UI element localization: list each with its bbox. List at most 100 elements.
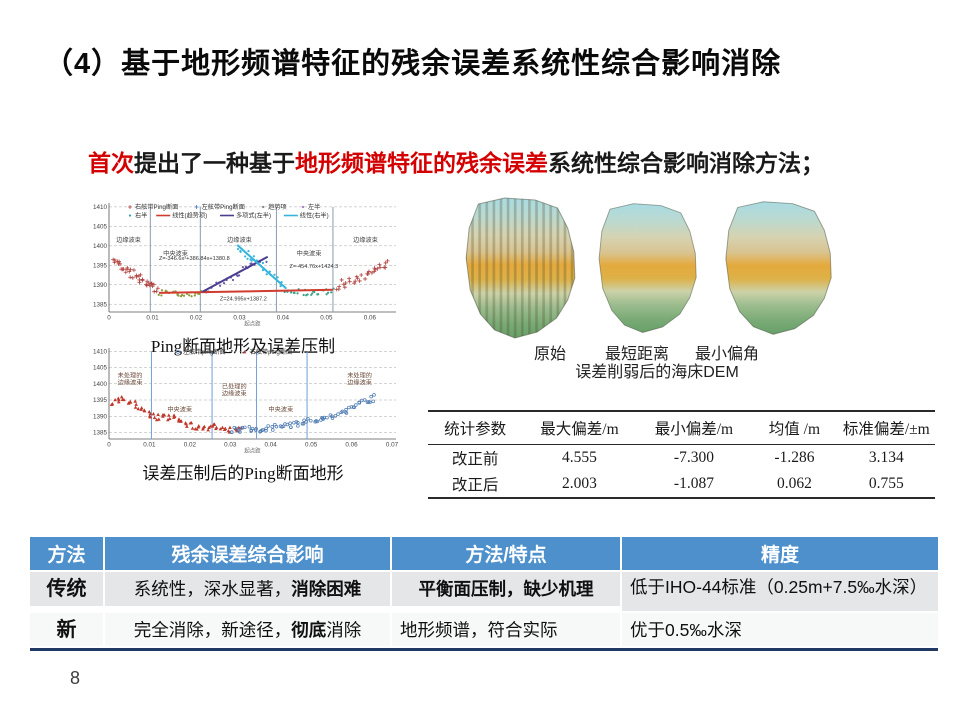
cmp-row-label: 传统 <box>30 572 103 606</box>
svg-text:1405: 1405 <box>93 365 108 372</box>
svg-text:0.05: 0.05 <box>305 442 318 449</box>
cmp-cell: 优于0.5‰水深 <box>622 613 938 646</box>
cmp-cell: 平衡面压制，缺少机理 <box>392 572 620 606</box>
svg-text:1410: 1410 <box>93 348 108 355</box>
svg-text:0.06: 0.06 <box>345 442 358 449</box>
dem-caption: 误差削弱后的海床DEM <box>575 364 739 381</box>
svg-text:中央波束: 中央波束 <box>297 250 322 258</box>
stats-cell: 0.755 <box>868 475 904 492</box>
svg-text:1390: 1390 <box>93 413 108 420</box>
intro-segment: 提出了一种基于 <box>134 150 295 176</box>
svg-text:Z=-454.76x+1424.3: Z=-454.76x+1424.3 <box>289 264 338 270</box>
svg-text:中央波束: 中央波束 <box>167 405 192 413</box>
stats-cell: -1.286 <box>774 449 815 466</box>
svg-text:趋势项: 趋势项 <box>268 203 287 211</box>
svg-text:0.01: 0.01 <box>146 315 159 322</box>
svg-text:中央波束: 中央波束 <box>268 405 293 413</box>
stats-cell: 改正前 <box>451 451 499 468</box>
svg-text:0.02: 0.02 <box>184 442 197 449</box>
stats-cell: -1.087 <box>673 475 714 492</box>
svg-text:边缘波束: 边缘波束 <box>353 236 378 244</box>
dem-label-shortest-distance: 最短距离 <box>604 346 670 363</box>
svg-text:0.04: 0.04 <box>265 442 278 449</box>
cmp-cell-segment: 完全消除，新途径， <box>133 619 292 640</box>
svg-text:0.05: 0.05 <box>320 315 333 322</box>
dem-terrain-graphic <box>465 197 576 339</box>
dem-panel: 原始 最短距离 最小偏角 误差削弱后的海床DEM <box>450 192 950 382</box>
dem-image-shortest-distance <box>590 200 708 343</box>
chart-ping-profile-after: 1385 1390 1395 1400 1405 1410 0 0.01 0.02 0.03 0.0… <box>85 345 401 484</box>
svg-text:未处理的边缘波束: 未处理的边缘波束 <box>347 371 372 386</box>
stats-header-cell: 均值 /m <box>768 421 821 438</box>
scatter-chart-2: 1385 1390 1395 1400 1405 1410 0 0.01 0.02 0.03 0.0… <box>85 345 401 458</box>
dem-terrain-graphic <box>725 201 832 335</box>
page-title: （4）基于地形频谱特征的残余误差系统性综合影响消除 <box>44 48 782 80</box>
svg-text:左半: 左半 <box>308 203 320 211</box>
dem-image-original <box>456 194 588 349</box>
svg-text:1410: 1410 <box>93 204 108 211</box>
svg-text:线性(趋势项): 线性(趋势项) <box>172 212 207 220</box>
svg-text:1395: 1395 <box>93 397 108 404</box>
stats-table-wrap: 统计参数 最大偏差/m 最小偏差/m 均值 /m 标准偏差/±m 改正前 4.555 -7.3… <box>428 410 935 499</box>
dem-terrain-graphic <box>598 203 697 333</box>
stats-header-cell: 最大偏差/m <box>540 421 619 438</box>
comparison-table: 方法 残余误差综合影响 方法/特点 精度 传统 系统性，深水显著， 消除困难 平衡面压制，缺少… <box>30 537 938 651</box>
chart-ping-profile-suppression: 1385 1390 1395 1400 1405 1410 0 0.01 0.02 0.03 0.0… <box>85 200 401 357</box>
cmp-header-cell: 方法 <box>30 537 103 570</box>
svg-text:边缘波束: 边缘波束 <box>116 236 141 244</box>
cmp-cell-segment: 地形频谱，符合实际 <box>400 619 558 640</box>
svg-text:起点距: 起点距 <box>244 321 261 327</box>
cmp-header-cell: 残余误差综合影响 <box>105 537 390 570</box>
stats-cell: 3.134 <box>868 449 904 466</box>
svg-text:0: 0 <box>107 315 111 322</box>
svg-text:左舷带Ping断面: 左舷带Ping断面 <box>202 203 245 211</box>
cmp-row-label: 新 <box>30 613 103 646</box>
intro-segment: 系统性综合影响消除方法； <box>548 150 824 176</box>
svg-text:1400: 1400 <box>93 243 108 250</box>
svg-text:右舷带ping断面: 右舷带ping断面 <box>250 348 293 356</box>
svg-text:1390: 1390 <box>93 282 108 289</box>
svg-text:Z=24.995x+1387.2: Z=24.995x+1387.2 <box>220 296 267 302</box>
stats-row: 改正后 2.003 -1.087 0.062 0.755 <box>428 471 935 498</box>
stats-cell: 0.062 <box>776 475 812 492</box>
svg-text:左舷带ping断面: 左舷带ping断面 <box>183 348 226 356</box>
intro-sentence: 首次提出了一种基于地形频谱特征的残余误差系统性综合影响消除方法； <box>88 144 824 178</box>
svg-text:多项式(左半): 多项式(左半) <box>236 212 271 220</box>
cmp-cell-segment: 系统性，深水显著， <box>133 579 292 599</box>
svg-text:右半: 右半 <box>135 212 147 220</box>
svg-text:0.06: 0.06 <box>364 315 377 322</box>
stats-cell: 4.555 <box>562 449 597 466</box>
svg-text:0.07: 0.07 <box>386 442 399 449</box>
cmp-cell: 系统性，深水显著， 消除困难 <box>105 572 390 606</box>
svg-text:0: 0 <box>107 442 111 449</box>
stats-cell: -7.300 <box>673 449 714 466</box>
svg-text:线性(右半): 线性(右半) <box>300 212 329 220</box>
svg-text:边缘波束: 边缘波束 <box>227 236 252 244</box>
cmp-cell: 完全消除，新途径， 彻底 消除 <box>105 613 390 646</box>
svg-text:右舷带Ping断面: 右舷带Ping断面 <box>135 203 178 211</box>
cmp-cell: 低于IHO-44标准（0.25m+7.5‰水深） <box>622 572 938 611</box>
chart-svg: 1385 1390 1395 1400 1405 1410 0 0.01 0.02 0.03 0.0… <box>93 348 399 455</box>
dem-image-min-deflection <box>716 198 844 345</box>
cmp-header-cell: 精度 <box>622 537 938 570</box>
svg-text:1400: 1400 <box>93 381 108 388</box>
intro-segment: 首次 <box>88 150 134 176</box>
cmp-cell-segment: 优于0.5‰水深 <box>630 619 742 640</box>
cmp-cell: 地形频谱，符合实际 <box>392 613 620 646</box>
dem-label-min-deflection: 最小偏角 <box>694 346 760 363</box>
cmp-cell-segment: 低于IHO-44标准（0.25m+7.5‰水深） <box>630 577 928 597</box>
svg-text:0.03: 0.03 <box>233 315 246 322</box>
chart2-caption: 误差压制后的Ping断面地形 <box>142 464 344 483</box>
svg-text:未处理的边缘波束: 未处理的边缘波束 <box>118 371 143 386</box>
intro-segment: 地形频谱特征的残余误差 <box>295 150 548 176</box>
svg-text:中央波束: 中央波束 <box>163 250 188 258</box>
svg-text:1395: 1395 <box>93 262 108 269</box>
svg-text:0.01: 0.01 <box>143 442 156 449</box>
svg-text:Z=-346.6x²+386.84x+1380.8: Z=-346.6x²+386.84x+1380.8 <box>159 256 230 262</box>
svg-text:1385: 1385 <box>93 301 108 308</box>
cmp-cell-segment: 平衡面压制，缺少机理 <box>418 579 594 599</box>
stats-table: 统计参数 最大偏差/m 最小偏差/m 均值 /m 标准偏差/±m 改正前 4.555 -7.3… <box>428 410 935 499</box>
chart-svg: 1385 1390 1395 1400 1405 1410 0 0.01 0.02 0.03 0.0… <box>93 203 396 328</box>
svg-text:0.04: 0.04 <box>277 315 290 322</box>
